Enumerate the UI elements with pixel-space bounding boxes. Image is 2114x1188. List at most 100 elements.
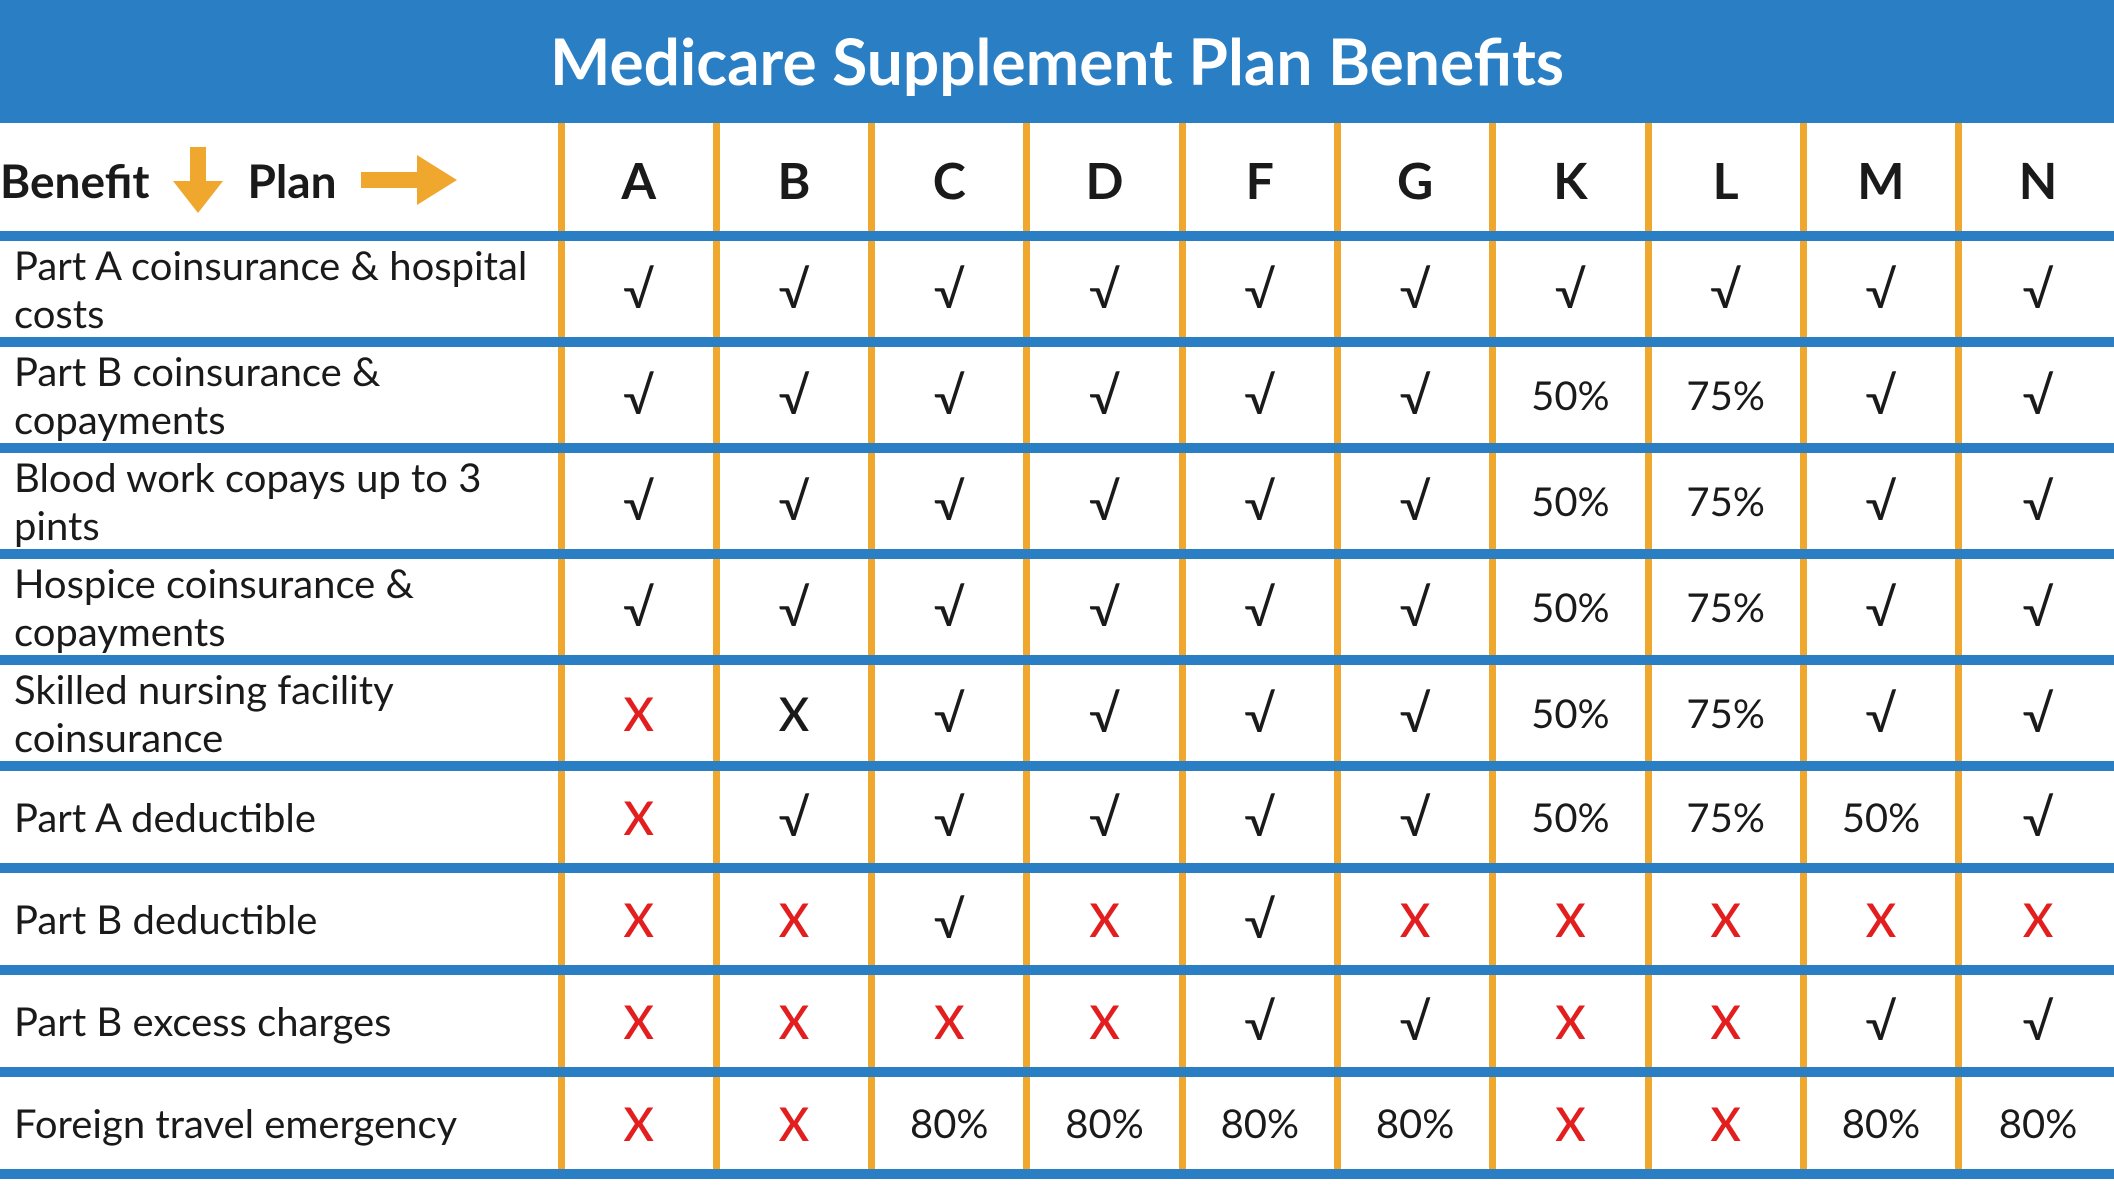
plan-cell: 80% — [872, 1072, 1027, 1174]
plan-cell: X — [872, 970, 1027, 1072]
check-icon: √ — [778, 577, 809, 637]
x-icon: X — [624, 686, 654, 741]
plan-cell: X — [1027, 868, 1182, 970]
benefit-cell: Foreign travel emergency — [0, 1072, 561, 1174]
plan-cell: X — [561, 970, 716, 1072]
table-row: Hospice coinsurance & copayments√√√√√√50… — [0, 554, 2114, 660]
x-icon: X — [2023, 892, 2053, 947]
plan-header: K — [1493, 123, 1648, 236]
check-icon: √ — [1865, 683, 1896, 743]
plan-cell: √ — [1027, 236, 1182, 342]
plan-cell: √ — [1182, 970, 1337, 1072]
plan-cell: X — [1648, 970, 1803, 1072]
check-icon: √ — [778, 259, 809, 319]
x-icon: X — [1089, 892, 1119, 947]
benefit-column-header: Benefit Plan — [0, 123, 561, 236]
x-icon: X — [779, 892, 809, 947]
plan-cell: X — [1959, 868, 2114, 970]
table-row: Part B coinsurance & copayments√√√√√√50%… — [0, 342, 2114, 448]
plan-cell: X — [1493, 1072, 1648, 1174]
table-row: Part B excess chargesXXXX√√XX√√ — [0, 970, 2114, 1072]
plan-cell: √ — [1959, 236, 2114, 342]
plan-cell: √ — [872, 236, 1027, 342]
plan-cell: 80% — [1337, 1072, 1492, 1174]
plan-cell: √ — [1337, 448, 1492, 554]
check-icon: √ — [2022, 991, 2053, 1051]
plan-cell: X — [1648, 868, 1803, 970]
table-row: Part B deductibleXX√X√XXXXX — [0, 868, 2114, 970]
plan-cell: X — [716, 868, 871, 970]
arrow-down-icon — [173, 147, 223, 213]
check-icon: √ — [1244, 365, 1275, 425]
check-icon: √ — [1089, 787, 1120, 847]
check-icon: √ — [623, 365, 654, 425]
plan-cell: √ — [1648, 236, 1803, 342]
plan-cell: √ — [1959, 660, 2114, 766]
plan-cell: X — [716, 1072, 871, 1174]
table-row: Part A deductibleX√√√√√50%75%50%√ — [0, 766, 2114, 868]
check-icon: √ — [1089, 683, 1120, 743]
x-icon: X — [1866, 892, 1896, 947]
plan-cell: X — [1027, 970, 1182, 1072]
plan-cell: √ — [1803, 660, 1958, 766]
x-icon: X — [779, 994, 809, 1049]
plan-cell: √ — [716, 342, 871, 448]
table-row: Blood work copays up to 3 pints√√√√√√50%… — [0, 448, 2114, 554]
plan-header: F — [1182, 123, 1337, 236]
check-icon: √ — [778, 787, 809, 847]
plan-cell: 75% — [1648, 554, 1803, 660]
check-icon: √ — [1244, 991, 1275, 1051]
plan-cell: √ — [1182, 868, 1337, 970]
check-icon: √ — [1244, 471, 1275, 531]
check-icon: √ — [2022, 259, 2053, 319]
plan-cell: √ — [1337, 970, 1492, 1072]
plan-cell: X — [561, 868, 716, 970]
plan-cell: 50% — [1803, 766, 1958, 868]
check-icon: √ — [778, 471, 809, 531]
plan-cell: √ — [561, 554, 716, 660]
check-icon: √ — [1244, 259, 1275, 319]
plan-cell: 75% — [1648, 342, 1803, 448]
plan-cell: √ — [716, 448, 871, 554]
plan-cell: √ — [1027, 660, 1182, 766]
check-icon: √ — [934, 787, 965, 847]
plan-cell: √ — [561, 236, 716, 342]
check-icon: √ — [1865, 365, 1896, 425]
check-icon: √ — [1399, 577, 1430, 637]
plan-cell: √ — [1182, 766, 1337, 868]
page-container: Medicare Supplement Plan Benefits Benefi… — [0, 0, 2114, 1179]
x-icon: X — [1555, 892, 1585, 947]
plan-cell: √ — [1803, 970, 1958, 1072]
plan-cell: X — [1337, 868, 1492, 970]
plan-cell: X — [1648, 1072, 1803, 1174]
plan-cell: 50% — [1493, 448, 1648, 554]
plan-cell: √ — [1959, 554, 2114, 660]
benefit-cell: Blood work copays up to 3 pints — [0, 448, 561, 554]
plan-header: N — [1959, 123, 2114, 236]
plan-cell: √ — [872, 766, 1027, 868]
plan-cell: 75% — [1648, 448, 1803, 554]
plan-cell: √ — [1959, 342, 2114, 448]
plan-cell: √ — [1027, 554, 1182, 660]
plan-cell: X — [1493, 868, 1648, 970]
plan-cell: √ — [1027, 448, 1182, 554]
x-icon: X — [1710, 994, 1740, 1049]
check-icon: √ — [1399, 683, 1430, 743]
plan-cell: √ — [1803, 342, 1958, 448]
plan-cell: √ — [872, 554, 1027, 660]
plan-cell: √ — [1337, 554, 1492, 660]
plan-cell: √ — [1959, 970, 2114, 1072]
arrow-right-icon — [361, 155, 457, 205]
check-icon: √ — [778, 365, 809, 425]
check-icon: √ — [1244, 889, 1275, 949]
x-icon: X — [1555, 1096, 1585, 1151]
plan-label: Plan — [247, 153, 336, 208]
x-icon: X — [624, 1096, 654, 1151]
x-icon: X — [779, 1096, 809, 1151]
plan-header: A — [561, 123, 716, 236]
plan-cell: √ — [1182, 660, 1337, 766]
check-icon: √ — [2022, 577, 2053, 637]
benefit-cell: Part B excess charges — [0, 970, 561, 1072]
x-icon: X — [624, 994, 654, 1049]
page-title: Medicare Supplement Plan Benefits — [0, 0, 2114, 123]
